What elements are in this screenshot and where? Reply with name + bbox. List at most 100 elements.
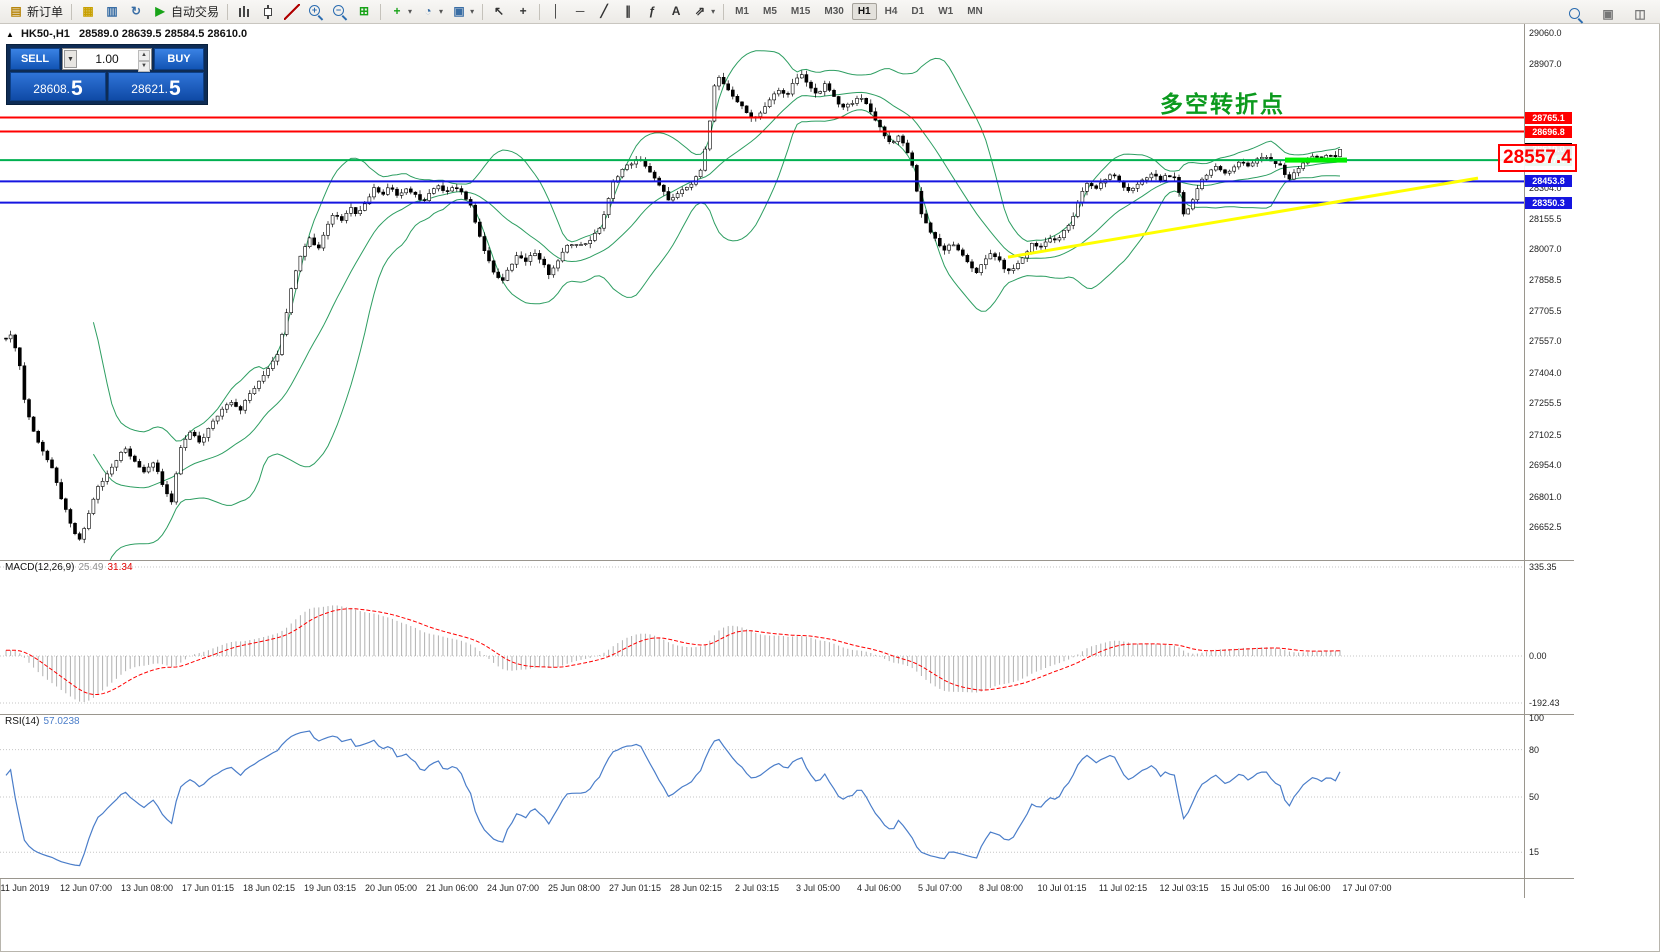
horizontal-level-lines[interactable] — [0, 116, 1524, 204]
templates-tool[interactable]: ▣ ▾ — [447, 0, 478, 23]
time-axis[interactable]: 11 Jun 2019 12 Jun 07:00 13 Jun 08:00 17 Ju… — [0, 879, 1574, 899]
trendline-object[interactable] — [1007, 176, 1479, 259]
text-label-tool[interactable]: A — [664, 0, 688, 23]
timeframe-w1-button[interactable]: W1 — [938, 6, 954, 17]
chart-bars-tool[interactable] — [232, 0, 256, 23]
chart-line-tool[interactable] — [280, 0, 304, 23]
timeframe-m15-button[interactable]: M15 — [790, 6, 811, 17]
vertical-line-icon: │ — [552, 3, 560, 18]
auto-scroll-tool[interactable]: ◫ — [1628, 3, 1652, 26]
volume-value: 1.00 — [95, 52, 119, 66]
time-axis-label: 17 Jun 01:15 — [181, 883, 235, 893]
vertical-line-tool[interactable]: │ — [544, 0, 568, 23]
stepper-up-icon[interactable]: ▲ — [138, 50, 150, 61]
periods-icon: ◔ — [424, 3, 432, 18]
pane-separator[interactable] — [0, 878, 1574, 879]
equidistant-channel-tool[interactable]: ∥ — [616, 0, 640, 23]
macd-axis[interactable]: 335.35 0.00 -192.43 — [1525, 560, 1574, 714]
buy-button[interactable]: BUY — [154, 48, 204, 70]
time-axis-label: 10 Jul 01:15 — [1037, 883, 1087, 893]
horizontal-line-tool[interactable]: ─ — [568, 0, 592, 23]
search-tool[interactable] — [1564, 3, 1588, 26]
one-click-trading-panel: SELL ▼ 1.00 ▲ ▼ BUY 28608. 5 28621. 5 — [6, 44, 208, 105]
main-chart-canvas[interactable] — [0, 24, 1524, 560]
toolbar-separator — [482, 3, 484, 20]
rsi-axis-label: 15 — [1529, 847, 1540, 857]
rsi-levels — [0, 749, 1524, 853]
new-order-button[interactable]: ▤ 新订单 — [4, 0, 67, 23]
market-watch-tool[interactable]: ▥ — [100, 0, 124, 23]
zoom-out-tool[interactable]: − — [328, 0, 352, 23]
rsi-axis-label: 100 — [1529, 713, 1545, 723]
autotrading-label: 自动交易 — [171, 5, 220, 19]
trendline-tool[interactable]: ╱ — [592, 0, 616, 23]
price-axis-label: 28007.0 — [1529, 244, 1562, 254]
price-axis-label: 28907.0 — [1529, 59, 1562, 69]
price-axis-label: 29060.0 — [1529, 28, 1562, 38]
main-chart-pane[interactable]: ▲ HK50-,H1 28589.0 28639.5 28584.5 28610… — [0, 24, 1524, 560]
collapse-trade-panel-icon[interactable]: ▲ — [6, 30, 14, 39]
volume-preset-dropdown-icon[interactable]: ▼ — [64, 50, 77, 68]
autotrading-button[interactable]: ▶ 自动交易 — [148, 0, 223, 23]
time-axis-label: 25 Jun 08:00 — [547, 883, 601, 893]
chart-shift-tool[interactable]: ▣ — [1596, 3, 1620, 26]
cursor-icon: ↖ — [494, 3, 505, 18]
sell-price-button[interactable]: 28608. 5 — [10, 72, 106, 101]
dropdown-caret-icon: ▾ — [439, 7, 444, 16]
time-axis-label: 16 Jul 06:00 — [1281, 883, 1331, 893]
zoom-in-tool[interactable]: + — [304, 0, 328, 23]
chart-ohlc-values: 28589.0 28639.5 28584.5 28610.0 — [78, 28, 248, 40]
time-axis-label: 12 Jun 07:00 — [59, 883, 113, 893]
timeframe-m1-button[interactable]: M1 — [735, 6, 749, 17]
indicators-tool[interactable]: + ▾ — [385, 0, 416, 23]
timeframe-mn-button[interactable]: MN — [967, 6, 983, 17]
arrows-tool[interactable]: ⇗ ▾ — [688, 0, 719, 23]
price-axis-label: 27404.0 — [1529, 368, 1562, 378]
rsi-pane[interactable]: RSI(14) 57.0238 — [0, 714, 1524, 878]
macd-axis-label: 335.35 — [1529, 562, 1557, 572]
timeframe-h4-button[interactable]: H4 — [884, 6, 898, 17]
cursor-tool[interactable]: ↖ — [487, 0, 511, 23]
profiles-tool[interactable]: ▦ — [76, 0, 100, 23]
toolbar-right-tools: ▣ ◫ — [1564, 3, 1652, 26]
macd-canvas — [0, 566, 1524, 704]
rsi-axis-label: 50 — [1529, 792, 1540, 802]
timeframe-d1-button[interactable]: D1 — [911, 6, 925, 17]
periods-tool[interactable]: ◔ ▾ — [416, 0, 447, 23]
price-axis-border — [1524, 24, 1525, 898]
price-axis[interactable]: 29060.0 28907.0 28304.0 28155.5 28007.0 27858… — [1525, 24, 1574, 560]
macd-pane[interactable]: MACD(12,26,9) 25.49 31.34 — [0, 560, 1524, 714]
key-level-highlight[interactable] — [1285, 157, 1347, 163]
fibonacci-tool[interactable]: ƒ — [640, 0, 664, 23]
sell-button[interactable]: SELL — [10, 48, 60, 70]
macd-axis-label: 0.00 — [1529, 651, 1547, 661]
timeframe-m5-button[interactable]: M5 — [763, 6, 777, 17]
market-watch-icon: ▥ — [106, 3, 118, 18]
macd-axis-label: -192.43 — [1529, 698, 1560, 708]
tile-windows-tool[interactable]: ⊞ — [352, 0, 376, 23]
volume-input[interactable]: ▼ 1.00 ▲ ▼ — [62, 48, 152, 72]
crosshair-tool[interactable]: + — [511, 0, 535, 23]
time-axis-label: 15 Jul 05:00 — [1220, 883, 1270, 893]
toolbar-separator — [227, 3, 229, 20]
time-axis-label: 17 Jul 07:00 — [1342, 883, 1392, 893]
time-axis-label: 8 Jul 08:00 — [978, 883, 1024, 893]
chart-line-icon — [284, 3, 301, 20]
bull-bear-turning-point-annotation[interactable]: 多空转折点 — [1160, 91, 1285, 117]
timeframe-h1-button[interactable]: H1 — [851, 3, 877, 20]
rsi-axis[interactable]: 100 80 50 15 — [1525, 713, 1574, 878]
pane-separator[interactable] — [0, 714, 1574, 715]
timeframe-m30-button[interactable]: M30 — [824, 6, 844, 17]
key-level-price-label[interactable]: 28557.4 — [1498, 144, 1577, 172]
price-axis-label: 28155.5 — [1529, 214, 1562, 224]
stepper-down-icon[interactable]: ▼ — [138, 61, 150, 72]
chart-candles-tool[interactable] — [256, 0, 280, 23]
chart-ohlc-header: ▲ HK50-,H1 28589.0 28639.5 28584.5 28610… — [6, 28, 247, 40]
pane-separator[interactable] — [0, 560, 1574, 561]
buy-price-button[interactable]: 28621. 5 — [108, 72, 204, 101]
refresh-tool[interactable]: ↻ — [124, 0, 148, 23]
macd-header: MACD(12,26,9) 25.49 31.34 — [5, 562, 133, 573]
level-price-tag: 28765.1 — [1525, 112, 1572, 124]
toolbar-separator — [539, 3, 541, 20]
